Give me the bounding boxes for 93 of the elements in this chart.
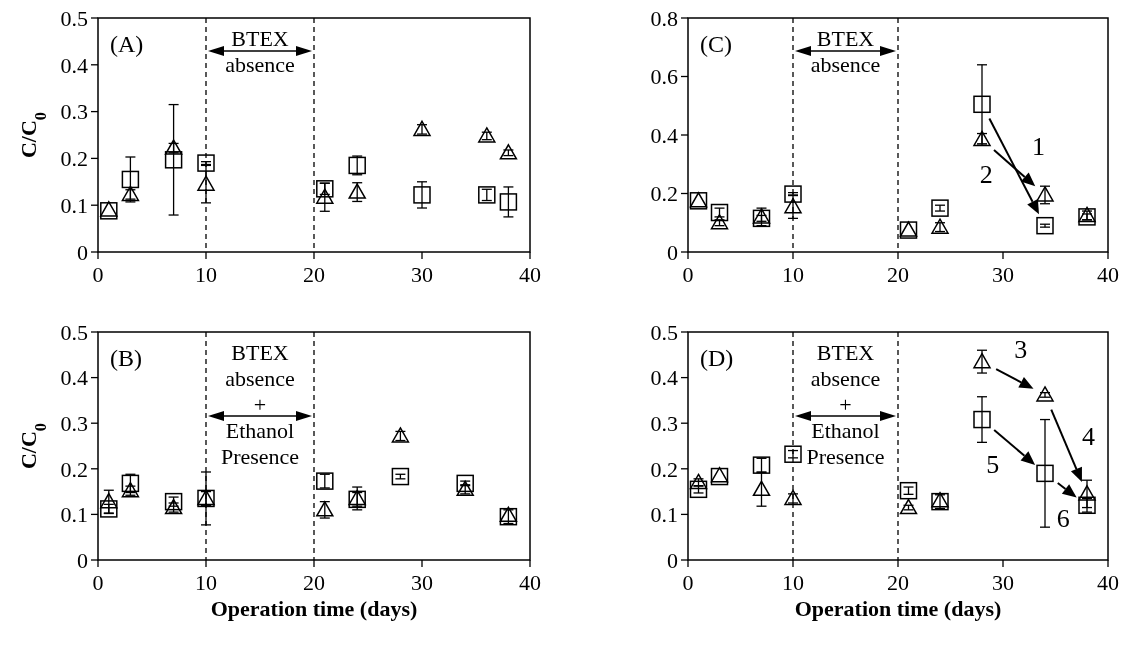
y-tick-label: 0.1: [650, 502, 678, 528]
annotation: (C): [700, 31, 732, 57]
x-tick-label: 10: [195, 570, 217, 595]
point: [784, 489, 802, 506]
x-tick-label: 20: [303, 262, 325, 287]
point: [1036, 386, 1054, 402]
point: [499, 144, 518, 160]
point: [1036, 216, 1054, 235]
y-tick-label: 0.3: [60, 99, 88, 125]
point: [121, 185, 140, 202]
point: [121, 481, 140, 498]
annotation: 3: [1014, 335, 1028, 365]
y-tick-label: 0.2: [650, 456, 678, 482]
annotation: BTEX absence: [225, 26, 295, 77]
x-tick-label: 30: [411, 570, 433, 595]
x-tick-label: 20: [887, 570, 909, 595]
y-tick-label: 0.4: [650, 365, 678, 391]
y-tick-label: 0.1: [60, 502, 88, 528]
point: [164, 498, 183, 515]
point: [456, 480, 474, 497]
y-tick-label: 0.5: [60, 5, 88, 31]
x-tick-label: 40: [1097, 262, 1119, 287]
point: [973, 95, 991, 114]
point: [316, 188, 334, 204]
point: [784, 445, 802, 463]
annotation: 1: [1032, 132, 1046, 162]
annotation: (D): [700, 345, 734, 371]
point: [499, 193, 518, 211]
x-tick-label: 40: [1097, 570, 1119, 595]
point: [973, 352, 991, 369]
y-tick-label: 0.5: [60, 319, 88, 345]
x-tick-label: 30: [992, 570, 1014, 595]
x-tick-label: 30: [992, 262, 1014, 287]
point: [456, 474, 474, 493]
y-tick-label: 0.3: [60, 410, 88, 436]
point: [413, 120, 431, 137]
point: [348, 183, 366, 199]
annotation: 5: [986, 449, 1000, 479]
annotation: BTEX absence + Ethanol Presence: [806, 340, 885, 469]
annotation: 2: [979, 160, 993, 190]
y-tick-label: 0: [667, 239, 678, 265]
y-tick-label: 0.4: [650, 122, 678, 148]
point: [197, 175, 215, 191]
y-tick-label: 0: [667, 547, 678, 573]
x-tick-label: 10: [782, 262, 804, 287]
y-tick-label: 0.2: [60, 146, 88, 172]
annotation: BTEX absence: [810, 26, 881, 77]
x-axis-title: Operation time (days): [794, 596, 1002, 621]
annotation: (A): [110, 31, 144, 57]
x-tick-label: 20: [303, 570, 325, 595]
point: [478, 127, 496, 143]
y-tick-label: 0.5: [650, 319, 678, 345]
x-tick-label: 10: [195, 262, 217, 287]
point: [391, 467, 410, 486]
point: [689, 473, 708, 490]
point: [1078, 485, 1096, 501]
point: [710, 214, 729, 230]
y-tick-label: 0: [77, 239, 88, 265]
point: [413, 186, 431, 204]
x-tick-label: 40: [519, 262, 541, 287]
point: [710, 203, 729, 222]
point: [197, 154, 215, 172]
point: [784, 185, 802, 203]
point: [899, 498, 918, 515]
annotation: BTEX absence + Ethanol Presence: [220, 340, 300, 469]
y-tick-label: 0.8: [650, 5, 678, 31]
point: [752, 480, 771, 497]
point: [931, 199, 949, 217]
point: [121, 170, 140, 189]
x-tick-label: 10: [782, 570, 804, 595]
point: [164, 492, 183, 511]
annotation: 4: [1082, 421, 1096, 451]
y-tick-label: 0.3: [650, 410, 678, 436]
x-axis-title: Operation time (days): [210, 596, 418, 621]
annotation: (B): [110, 345, 142, 371]
y-tick-label: 0.4: [60, 52, 88, 78]
point: [164, 151, 183, 169]
y-tick-label: 0.2: [650, 181, 678, 207]
y-tick-label: 0.1: [60, 192, 88, 218]
x-tick-label: 30: [411, 262, 433, 287]
x-tick-label: 20: [887, 262, 909, 287]
point: [689, 480, 708, 499]
y-tick-label: 0.2: [60, 456, 88, 482]
point: [1036, 464, 1054, 483]
y-tick-label: 0: [77, 547, 88, 573]
point: [899, 481, 918, 500]
point: [100, 492, 118, 509]
y-tick-label: 0.6: [650, 64, 678, 90]
annotation: 6: [1056, 504, 1070, 534]
point: [931, 218, 949, 234]
point: [973, 410, 991, 429]
x-tick-label: 40: [519, 570, 541, 595]
y-tick-label: 0.4: [60, 365, 88, 391]
